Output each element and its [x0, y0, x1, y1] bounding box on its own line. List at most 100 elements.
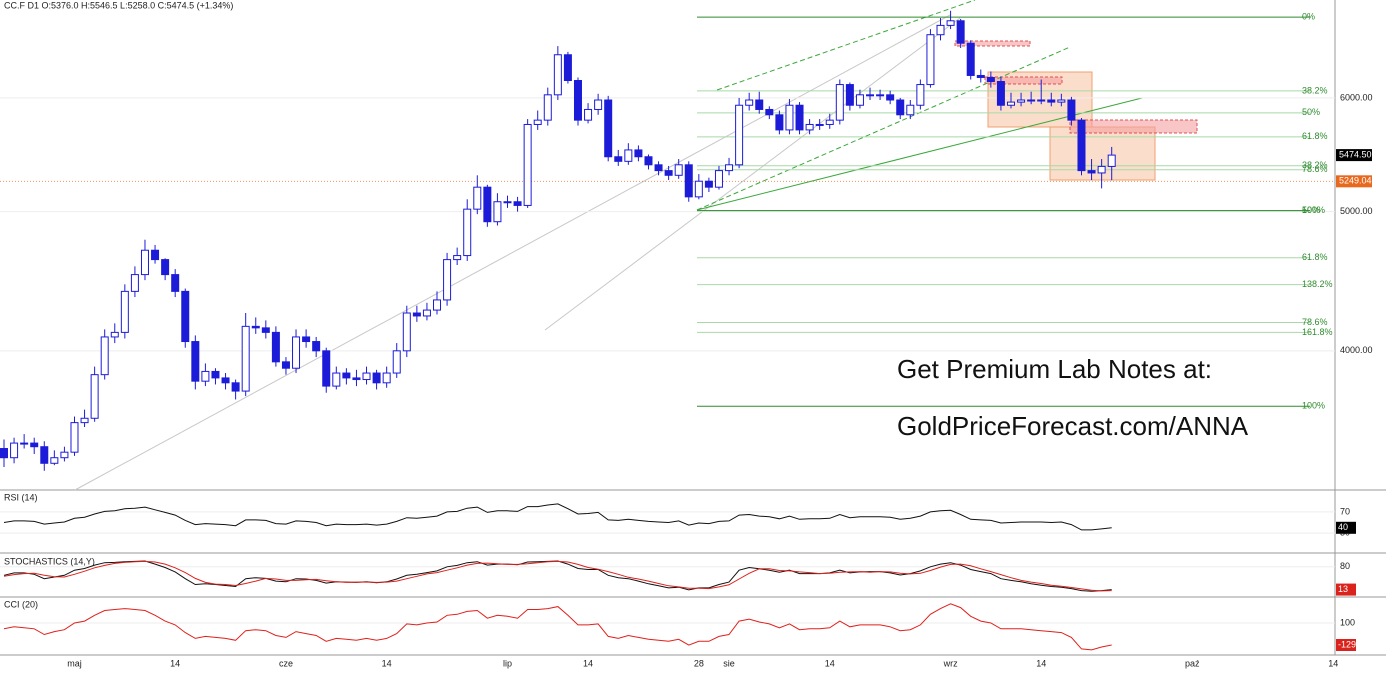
candle-body — [946, 20, 955, 26]
last-value-box — [1336, 521, 1356, 534]
fib-label: 38.2% — [1302, 85, 1328, 95]
candle-body — [735, 104, 744, 166]
candle-body — [412, 312, 421, 317]
x-tick-label: 14 — [1328, 658, 1338, 668]
candle-body — [10, 442, 19, 459]
last-value-label: 13 — [1338, 584, 1348, 594]
candle-body — [573, 79, 582, 121]
candle-body — [191, 341, 200, 382]
candle-body — [1057, 99, 1066, 103]
last-value-label: 40 — [1338, 522, 1348, 532]
indicator-line — [3, 560, 1112, 592]
candle-body — [171, 274, 180, 292]
x-tick-label: paź — [1185, 658, 1200, 668]
candle-body — [986, 76, 995, 83]
candle-body — [765, 108, 774, 116]
candle-body — [614, 156, 623, 162]
level-label: 5249.04 — [1339, 176, 1372, 186]
candle-body — [332, 372, 341, 387]
candle-body — [402, 312, 411, 352]
fib-label: 100% — [1302, 401, 1325, 411]
fib-label: 38.2% — [1302, 160, 1328, 170]
fib-label: 78.6% — [1302, 317, 1328, 327]
trend-line — [716, 0, 976, 91]
y-tick-label: 70 — [1340, 506, 1350, 516]
candle-body — [704, 180, 713, 188]
trend-line — [74, 14, 951, 491]
candle-body — [473, 186, 482, 210]
candle-body — [714, 170, 723, 188]
gap-zone — [1069, 119, 1198, 134]
candle-body — [90, 374, 99, 419]
candle-body — [835, 84, 844, 121]
x-tick-label: lip — [503, 658, 512, 668]
level-box — [1336, 175, 1372, 188]
panel-title: RSI (14) — [4, 492, 38, 502]
gap-zone — [954, 40, 1031, 47]
candle-body — [604, 99, 613, 158]
last-value-box — [1336, 639, 1356, 651]
candle-body — [775, 114, 784, 131]
x-tick-label: 14 — [170, 658, 180, 668]
candle-body — [80, 417, 89, 424]
x-tick-label: 14 — [583, 658, 593, 668]
candle-body — [825, 119, 834, 125]
candle-body — [463, 208, 472, 257]
last-price-label: 5474.50 — [1339, 149, 1372, 159]
fib-label: 50% — [1302, 205, 1320, 215]
candle-body — [916, 84, 925, 106]
candle-body — [694, 180, 703, 198]
candle-body — [684, 164, 693, 198]
candle-body — [312, 341, 321, 352]
candle-body — [60, 451, 69, 459]
candle-body — [181, 290, 190, 343]
candle-body — [634, 149, 643, 158]
x-tick-label: 28 — [694, 658, 704, 668]
candles — [0, 10, 1116, 471]
candle-body — [1047, 99, 1056, 103]
candle-body — [966, 42, 975, 76]
candle-body — [906, 104, 915, 116]
fib-label: 61.8% — [1302, 131, 1328, 141]
fib-label: 100% — [1302, 205, 1325, 215]
candle-body — [503, 201, 512, 204]
last-value-box — [1336, 583, 1356, 596]
candle-body — [1107, 154, 1116, 167]
candle-body — [644, 156, 653, 166]
candle-body — [654, 164, 663, 172]
candle-body — [100, 336, 109, 376]
y-tick-label: 80 — [1340, 561, 1350, 571]
candle-body — [1097, 165, 1106, 174]
x-tick-label: maj — [67, 658, 82, 668]
candle-body — [221, 377, 230, 384]
candle-body — [1037, 99, 1046, 102]
x-tick-label: wrz — [943, 658, 958, 668]
candle-body — [40, 446, 49, 464]
candle-body — [855, 94, 864, 106]
last-price-box — [1336, 149, 1372, 162]
candle-body — [513, 201, 522, 206]
candle-body — [664, 170, 673, 176]
candle-body — [876, 94, 885, 97]
fib-label: 61.8% — [1302, 252, 1328, 262]
candle-body — [674, 164, 683, 176]
x-tick-label: sie — [723, 658, 735, 668]
candle-body — [1067, 99, 1076, 121]
fib-label: 50% — [1302, 107, 1320, 117]
candle-body — [382, 372, 391, 384]
candle-body — [584, 108, 593, 121]
candle-body — [483, 186, 492, 223]
candle-body — [976, 74, 985, 78]
candle-body — [453, 255, 462, 261]
candle-body — [443, 259, 452, 301]
candle-body — [130, 274, 139, 292]
candle-body — [422, 309, 431, 317]
panel-title: CCI (20) — [4, 599, 38, 609]
candle-body — [201, 370, 210, 382]
candle-body — [211, 370, 220, 379]
last-value-label: -129 — [1338, 639, 1356, 649]
trend-line — [544, 17, 961, 331]
candle-body — [392, 350, 401, 374]
candle-body — [151, 249, 160, 261]
